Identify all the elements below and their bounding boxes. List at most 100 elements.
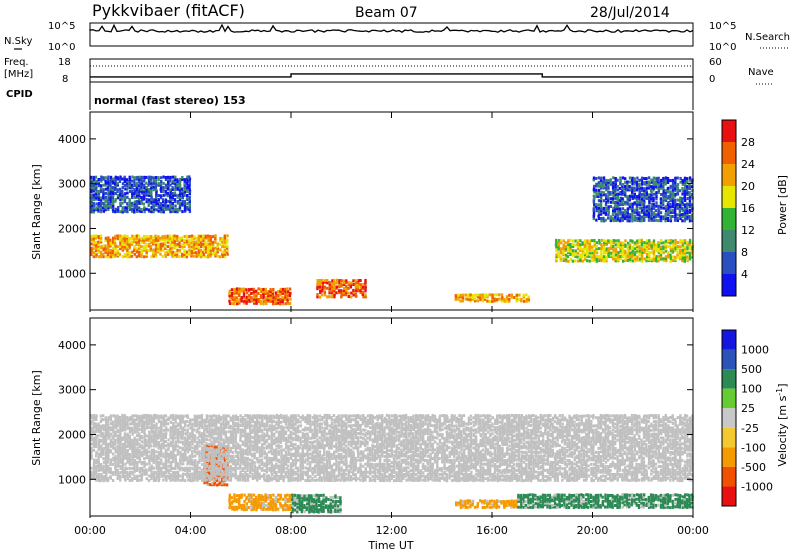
echo-cell — [126, 448, 130, 452]
echo-cell — [148, 182, 151, 186]
echo-cell — [652, 199, 655, 203]
echo-cell — [664, 219, 667, 223]
echo-cell — [569, 245, 572, 249]
echo-cell — [143, 189, 146, 193]
echo-cell — [157, 465, 161, 469]
echo-cell — [543, 499, 547, 503]
echo-cell — [157, 426, 161, 430]
echo-cell — [664, 255, 668, 259]
echo-cell — [92, 448, 96, 452]
noise-tick-bottom-right: 10^0 — [709, 42, 736, 53]
echo-cell — [135, 455, 139, 458]
echo-cell — [162, 434, 165, 438]
echo-cell — [99, 420, 103, 424]
echo-cell — [618, 186, 622, 190]
echo-cell — [643, 217, 646, 221]
echo-cell — [126, 434, 129, 438]
colorbar-tick-label: 28 — [741, 136, 755, 149]
echo-cell — [493, 501, 496, 505]
echo-cell — [678, 214, 681, 218]
echo-cell — [279, 302, 282, 306]
echo-cell — [681, 197, 684, 201]
echo-cell — [174, 236, 177, 240]
echo-cell — [143, 468, 146, 472]
echo-cell — [686, 243, 689, 247]
echo-cell — [479, 298, 482, 302]
echo-cell — [328, 291, 331, 295]
echo-cell — [508, 293, 511, 297]
echo-cell — [316, 295, 319, 299]
echo-cell — [185, 242, 189, 246]
echo-cell — [616, 506, 619, 509]
echo-cell — [602, 193, 605, 197]
echo-cell — [114, 175, 117, 179]
echo-cell — [611, 495, 615, 499]
echo-cell — [581, 242, 585, 246]
echo-cell — [133, 200, 137, 204]
echo-cell — [671, 178, 675, 182]
echo-cell — [169, 177, 172, 181]
noise-frame — [89, 22, 694, 47]
echo-cell — [167, 438, 170, 442]
nave-label: Nave — [748, 67, 774, 78]
echo-cell — [688, 255, 692, 259]
echo-cell — [529, 493, 532, 497]
echo-cell — [160, 432, 163, 436]
echo-cell — [223, 238, 226, 242]
echo-cell — [628, 495, 631, 499]
echo-cell — [512, 503, 516, 507]
echo-cell — [107, 430, 110, 434]
echo-cell — [340, 291, 343, 295]
echo-cell — [176, 193, 180, 197]
echo-cell — [169, 453, 172, 456]
echo-cell — [575, 504, 578, 507]
echo-cell — [573, 503, 576, 507]
echo-cell — [162, 428, 165, 432]
echo-cell — [133, 240, 136, 244]
echo-cell — [118, 452, 122, 456]
echo-cell — [277, 298, 280, 302]
echo-cell — [322, 508, 325, 512]
echo-cell — [208, 438, 211, 442]
echo-cell — [581, 259, 584, 263]
echo-cell — [255, 301, 258, 305]
echo-cell — [262, 290, 265, 294]
echo-cell — [681, 206, 684, 210]
echo-cell — [673, 211, 677, 215]
echo-cell — [129, 422, 132, 426]
echo-cell — [183, 184, 186, 188]
echo-cell — [123, 234, 127, 238]
echo-cell — [614, 184, 617, 188]
echo-cell — [188, 190, 192, 194]
echo-cell — [200, 251, 203, 255]
echo-cell — [178, 181, 182, 185]
echo-cell — [243, 299, 246, 303]
echo-cell — [659, 247, 663, 251]
echo-cell — [264, 504, 267, 507]
echo-cell — [131, 193, 134, 197]
echo-cell — [150, 183, 153, 187]
echo-cell — [624, 200, 627, 204]
echo-cell — [147, 194, 151, 197]
echo-cell — [599, 203, 603, 207]
echo-cell — [483, 499, 486, 503]
echo-cell — [648, 201, 651, 205]
echo-cell — [629, 239, 632, 243]
echo-cell — [155, 476, 158, 480]
echo-cell — [553, 493, 556, 497]
echo-cell — [594, 203, 598, 207]
echo-cell — [322, 502, 325, 506]
echo-cell — [119, 234, 122, 238]
echo-cell — [240, 507, 244, 511]
echo-cell — [145, 452, 149, 456]
echo-cell — [250, 495, 253, 499]
echo-cell — [532, 497, 535, 501]
echo-cell — [640, 243, 644, 247]
echo-cell — [636, 249, 639, 253]
echo-cell — [215, 457, 219, 460]
echo-cell — [178, 189, 182, 193]
echo-cell — [131, 477, 134, 481]
echo-cell — [167, 199, 170, 203]
echo-cell — [97, 424, 100, 428]
